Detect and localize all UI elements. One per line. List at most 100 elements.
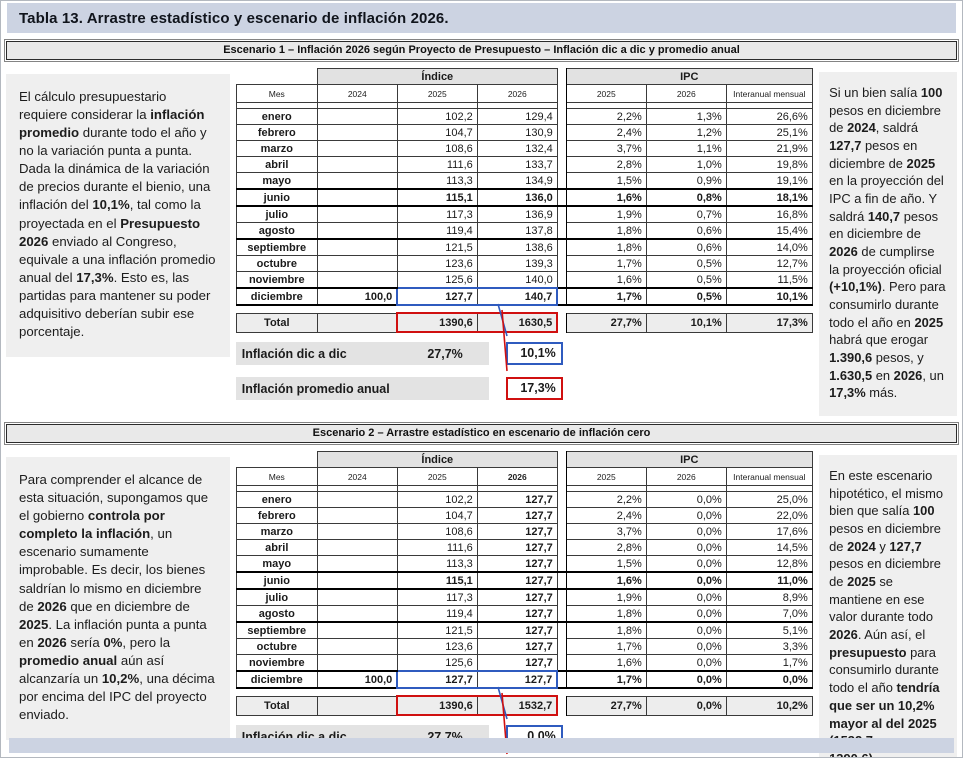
cell-indice-2024	[316, 140, 398, 157]
cell-interanual: 18,1%	[725, 188, 813, 207]
cell-ipc-2025: 3,7%	[565, 523, 647, 541]
year-2024-header: 2024	[316, 84, 398, 103]
cell-ipc-2026: 1,3%	[645, 108, 727, 125]
cell-indice-2024	[316, 638, 398, 656]
dic-a-dic-label: Inflación dic a dic	[241, 346, 347, 361]
cell-interanual: 19,1%	[725, 172, 813, 190]
cell-mes: noviembre	[235, 271, 318, 289]
cell-ipc-2026: 0,5%	[645, 271, 727, 289]
cell-indice-2025: 123,6	[396, 638, 478, 656]
cell-ipc-2026: 1,2%	[645, 124, 727, 141]
gap-cell	[556, 206, 567, 223]
cell-indice-2026: 130,9	[476, 124, 558, 141]
gap-cell	[556, 156, 567, 173]
cell-indice-2025: 111,6	[396, 539, 478, 557]
cell-indice-2024	[316, 555, 398, 573]
cell-indice-2024	[316, 621, 398, 640]
cell-indice-2026: 138,6	[476, 238, 558, 256]
cell-indice-2025: 125,6	[396, 654, 478, 672]
interanual-header: Interanual mensual	[725, 84, 813, 103]
cell-ipc-2026: 0,0%	[645, 638, 727, 656]
month-row: octubre 123,6 139,3 1,7% 0,5% 12,7%	[235, 255, 813, 272]
cell-indice-2025: 115,1	[396, 571, 478, 591]
cell-interanual: 16,8%	[725, 205, 813, 223]
cell-mes: agosto	[235, 222, 318, 240]
cell-indice-2026: 127,7	[476, 621, 558, 640]
cell-interanual: 8,9%	[725, 588, 813, 607]
dic-a-dic-2025-value: 27,7%	[427, 346, 463, 361]
cell-indice-2026: 127,7	[476, 670, 559, 690]
scenario1-content: El cálculo presupuestario requiere consi…	[1, 66, 962, 417]
cell-ipc-2026: 0,8%	[645, 188, 727, 207]
scenario1-right-panel: Si un bien salía 100 pesos en diciembre …	[819, 72, 958, 417]
total-interanual: 10,2%	[725, 695, 813, 716]
cell-indice-2026: 127,7	[476, 555, 558, 573]
cell-ipc-2026: 0,0%	[645, 507, 727, 525]
mes-header: Mes	[235, 84, 318, 103]
cell-indice-2025: 125,6	[396, 271, 478, 289]
cell-indice-2026: 127,7	[476, 654, 558, 672]
year-header-row: Mes 2024 2025 2026 2025 2026 Interanual …	[235, 467, 813, 487]
month-row: febrero 104,7 127,7 2,4% 0,0% 22,0%	[235, 507, 813, 525]
gap-cell	[556, 255, 567, 272]
cell-mes: julio	[235, 588, 318, 607]
cell-indice-2024	[316, 172, 398, 190]
total-row: Total 1390,6 1532,7 27,7% 0,0% 10,2%	[235, 695, 813, 717]
gap-column	[556, 451, 567, 468]
gap-cell	[556, 571, 567, 591]
cell-interanual: 0,0%	[725, 670, 813, 689]
indice-group-header: Índice	[316, 68, 558, 85]
cell-mes: agosto	[235, 605, 318, 623]
cell-indice-2024	[316, 507, 398, 525]
year-header-row: Mes 2024 2025 2026 2025 2026 Interanual …	[235, 84, 813, 103]
cell-mes: octubre	[235, 638, 318, 656]
cell-indice-2024	[316, 238, 398, 256]
cell-interanual: 3,3%	[725, 638, 813, 656]
year-2026-header: 2026	[476, 467, 558, 487]
cell-interanual: 14,0%	[725, 238, 813, 256]
cell-ipc-2026: 0,0%	[645, 571, 727, 591]
cell-mes: diciembre	[235, 287, 318, 306]
gap-cell	[556, 222, 567, 239]
cell-indice-2025: 115,1	[396, 188, 478, 207]
cell-mes: julio	[235, 205, 318, 223]
cell-indice-2026: 136,0	[476, 188, 558, 207]
scenario2-months-table: Índice IPC Mes 2024 2025 2026 2025 2026	[235, 451, 813, 690]
cell-interanual: 1,7%	[725, 654, 813, 672]
cell-ipc-2025: 1,6%	[565, 271, 647, 289]
cell-ipc-2026: 0,6%	[645, 222, 727, 240]
total-label: Total	[235, 312, 318, 333]
cell-indice-2025: 108,6	[396, 140, 478, 157]
scenario2-section: Escenario 2 – Arrastre estadístico en es…	[1, 422, 962, 757]
cell-indice-2025: 119,4	[396, 605, 478, 623]
cell-ipc-2025: 2,2%	[565, 108, 647, 125]
total-interanual: 17,3%	[725, 312, 813, 333]
scenario1-header-title: Escenario 1 – Inflación 2026 según Proye…	[6, 41, 957, 60]
cell-mes: septiembre	[235, 238, 318, 256]
mes-header: Mes	[235, 467, 318, 487]
gap-cell	[556, 124, 567, 141]
cell-ipc-2026: 0,0%	[645, 605, 727, 623]
cell-indice-2025: 121,5	[396, 238, 478, 256]
gap-cell	[556, 287, 567, 305]
cell-indice-2026: 127,7	[476, 491, 558, 509]
cell-indice-2024	[316, 255, 398, 272]
total-ipc-2026: 10,1%	[645, 312, 727, 333]
cell-ipc-2026: 0,0%	[645, 621, 727, 640]
cell-indice-2024	[316, 539, 398, 557]
cell-interanual: 14,5%	[725, 539, 813, 557]
total-indice-2026: 1532,7	[476, 695, 559, 717]
ipc-2026-header: 2026	[645, 467, 727, 487]
cell-interanual: 25,0%	[725, 491, 813, 509]
cell-ipc-2025: 3,7%	[565, 140, 647, 157]
cell-indice-2025: 127,7	[396, 670, 478, 690]
month-row: julio 117,3 136,9 1,9% 0,7% 16,8%	[235, 205, 813, 223]
cell-ipc-2025: 1,7%	[565, 287, 647, 306]
gap-cell	[556, 188, 567, 207]
cell-indice-2024	[316, 605, 398, 623]
gap-cell	[556, 638, 567, 655]
cell-indice-2024	[316, 108, 398, 125]
cell-interanual: 21,9%	[725, 140, 813, 157]
cell-indice-2024	[316, 654, 398, 672]
spacer-row	[235, 102, 813, 109]
